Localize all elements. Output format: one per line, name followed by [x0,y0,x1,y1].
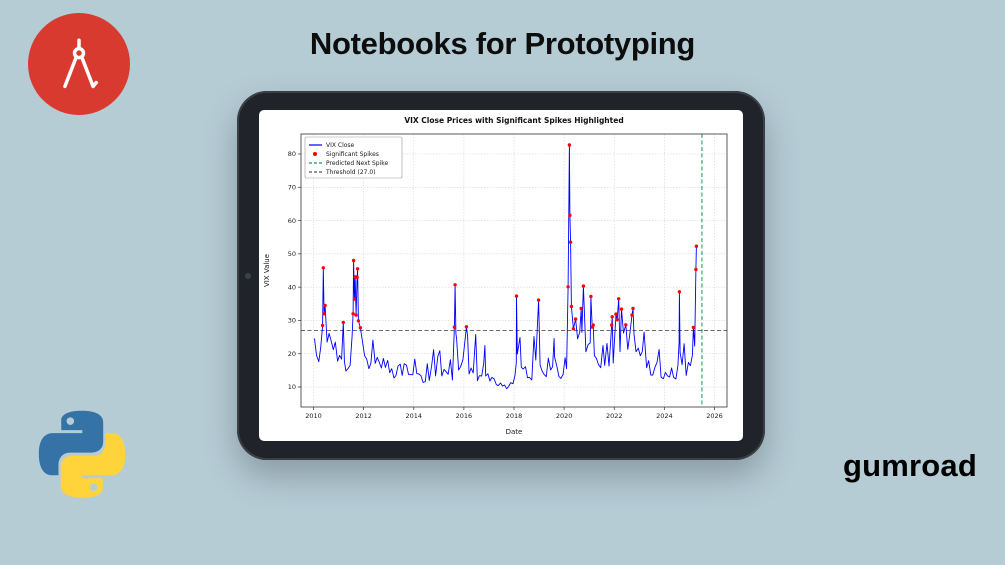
vix-line [314,144,697,390]
gumroad-logo: gumroad [842,448,977,483]
svg-text:2012: 2012 [355,412,372,420]
svg-text:2024: 2024 [656,412,673,420]
svg-text:80: 80 [288,150,296,158]
svg-text:Predicted Next Spike: Predicted Next Spike [326,160,389,167]
svg-text:Significant Spikes: Significant Spikes [326,151,379,158]
svg-text:2010: 2010 [305,412,322,420]
svg-text:2016: 2016 [456,412,473,420]
grid-lines [301,134,727,407]
tablet-camera-icon [245,272,251,279]
svg-text:Threshold (27.0): Threshold (27.0) [325,169,376,176]
page-title: Notebooks for Prototyping [309,26,696,61]
svg-text:10: 10 [288,383,296,391]
svg-text:40: 40 [288,283,296,291]
svg-text:20: 20 [288,350,296,358]
chart-title: VIX Close Prices with Significant Spikes… [404,116,623,125]
svg-text:70: 70 [288,183,296,191]
tablet-screen: 2010 2012 2014 2016 2018 2020 2022 2024 2026 10 20… [259,110,743,441]
svg-text:50: 50 [288,250,296,258]
svg-text:VIX Close: VIX Close [326,142,355,149]
tablet-mockup: 2010 2012 2014 2016 2018 2020 2022 2024 2026 10 20… [237,91,765,460]
compass-badge [28,13,130,115]
svg-text:2018: 2018 [506,412,523,420]
drafting-compass-icon [63,38,99,89]
tick-labels: 2010 2012 2014 2016 2018 2020 2022 2024 2026 10 20… [288,150,723,420]
svg-text:2022: 2022 [606,412,623,420]
svg-text:60: 60 [288,217,296,225]
x-axis-label: Date [506,428,523,436]
svg-text:2020: 2020 [556,412,573,420]
svg-text:2026: 2026 [706,412,723,420]
y-axis-label: VIX Value [263,254,271,287]
vix-chart: 2010 2012 2014 2016 2018 2020 2022 2024 2026 10 20… [263,116,728,436]
chart-legend: VIX Close Significant Spikes Predicted Nex… [304,136,403,179]
python-logo-icon [30,402,134,506]
spike-dots [320,143,699,331]
svg-text:30: 30 [288,317,296,325]
svg-text:2014: 2014 [405,412,422,420]
